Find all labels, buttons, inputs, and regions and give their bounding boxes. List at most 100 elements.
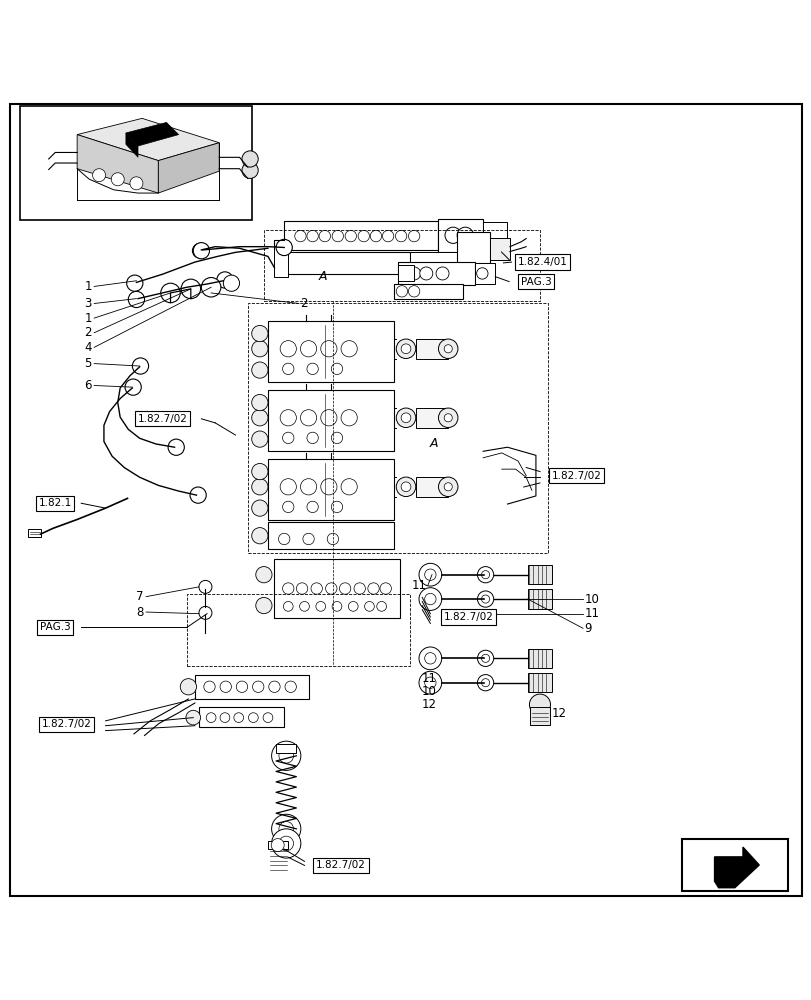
Circle shape bbox=[481, 679, 489, 687]
Bar bbox=[28, 529, 41, 537]
Polygon shape bbox=[126, 122, 178, 146]
Circle shape bbox=[401, 413, 410, 423]
Circle shape bbox=[320, 410, 337, 426]
Bar bbox=[527, 673, 551, 692]
Circle shape bbox=[481, 654, 489, 662]
Circle shape bbox=[364, 601, 374, 611]
Circle shape bbox=[130, 177, 143, 190]
Circle shape bbox=[477, 650, 493, 666]
Circle shape bbox=[407, 267, 420, 280]
Circle shape bbox=[282, 583, 294, 594]
Circle shape bbox=[192, 243, 207, 258]
Bar bbox=[415, 408, 448, 428]
Circle shape bbox=[396, 339, 415, 359]
Bar bbox=[415, 477, 448, 497]
Circle shape bbox=[327, 533, 338, 545]
Circle shape bbox=[236, 681, 247, 692]
Text: 1: 1 bbox=[84, 312, 92, 325]
Circle shape bbox=[276, 239, 292, 256]
Bar bbox=[393, 284, 462, 299]
Circle shape bbox=[300, 410, 316, 426]
Circle shape bbox=[311, 583, 322, 594]
Bar bbox=[474, 263, 495, 284]
Circle shape bbox=[444, 345, 452, 353]
Circle shape bbox=[92, 169, 105, 182]
Text: PAG.3: PAG.3 bbox=[40, 622, 71, 632]
Text: 1.82.7/02: 1.82.7/02 bbox=[137, 414, 187, 424]
Circle shape bbox=[476, 268, 487, 279]
Circle shape bbox=[307, 432, 318, 444]
Circle shape bbox=[424, 569, 436, 580]
Text: 1.82.4/01: 1.82.4/01 bbox=[517, 257, 567, 267]
Bar bbox=[268, 390, 393, 451]
Text: 2: 2 bbox=[300, 297, 307, 310]
Circle shape bbox=[395, 230, 406, 242]
Bar bbox=[268, 841, 288, 849]
Bar bbox=[199, 707, 284, 727]
Circle shape bbox=[307, 501, 318, 513]
Circle shape bbox=[339, 583, 350, 594]
Circle shape bbox=[367, 583, 379, 594]
Circle shape bbox=[127, 275, 143, 291]
Circle shape bbox=[279, 836, 294, 851]
Text: A: A bbox=[318, 270, 326, 283]
Text: 12: 12 bbox=[551, 707, 566, 720]
Circle shape bbox=[300, 341, 316, 357]
Circle shape bbox=[271, 839, 284, 852]
Circle shape bbox=[401, 344, 410, 354]
Circle shape bbox=[438, 408, 457, 428]
Circle shape bbox=[234, 713, 243, 722]
Circle shape bbox=[529, 694, 550, 715]
Bar bbox=[457, 232, 489, 263]
Circle shape bbox=[278, 533, 290, 545]
Bar bbox=[264, 230, 539, 301]
Circle shape bbox=[217, 272, 233, 288]
Circle shape bbox=[396, 477, 415, 497]
Text: 5: 5 bbox=[84, 357, 92, 370]
Circle shape bbox=[424, 677, 436, 688]
Circle shape bbox=[348, 601, 358, 611]
Text: 8: 8 bbox=[136, 606, 144, 619]
Circle shape bbox=[341, 341, 357, 357]
Text: 2: 2 bbox=[84, 326, 92, 339]
Text: 11: 11 bbox=[422, 672, 436, 685]
Circle shape bbox=[354, 583, 365, 594]
Text: 6: 6 bbox=[84, 379, 92, 392]
Circle shape bbox=[186, 710, 200, 725]
Bar bbox=[527, 589, 551, 609]
Circle shape bbox=[331, 432, 342, 444]
Circle shape bbox=[280, 479, 296, 495]
Circle shape bbox=[341, 410, 357, 426]
Circle shape bbox=[199, 606, 212, 619]
Circle shape bbox=[248, 713, 258, 722]
Text: 12: 12 bbox=[422, 698, 436, 711]
Polygon shape bbox=[158, 143, 219, 193]
Bar bbox=[527, 565, 551, 584]
Bar bbox=[438, 219, 483, 252]
Circle shape bbox=[332, 230, 343, 242]
Text: 10: 10 bbox=[422, 685, 436, 698]
Circle shape bbox=[477, 591, 493, 607]
Circle shape bbox=[204, 681, 215, 692]
Circle shape bbox=[401, 482, 410, 492]
Circle shape bbox=[180, 679, 196, 695]
Circle shape bbox=[408, 286, 419, 297]
Circle shape bbox=[263, 713, 272, 722]
Text: 11: 11 bbox=[584, 607, 599, 620]
Bar bbox=[397, 265, 414, 281]
Circle shape bbox=[252, 681, 264, 692]
Circle shape bbox=[320, 341, 337, 357]
Polygon shape bbox=[126, 133, 138, 157]
Circle shape bbox=[299, 601, 309, 611]
Circle shape bbox=[193, 243, 209, 259]
Circle shape bbox=[199, 580, 212, 593]
Bar bbox=[20, 106, 251, 220]
Circle shape bbox=[380, 583, 391, 594]
Circle shape bbox=[251, 528, 268, 544]
Circle shape bbox=[206, 713, 216, 722]
Text: PAG.3: PAG.3 bbox=[520, 277, 551, 287]
Circle shape bbox=[285, 681, 296, 692]
Circle shape bbox=[111, 173, 124, 186]
Circle shape bbox=[396, 286, 407, 297]
Circle shape bbox=[418, 647, 441, 670]
